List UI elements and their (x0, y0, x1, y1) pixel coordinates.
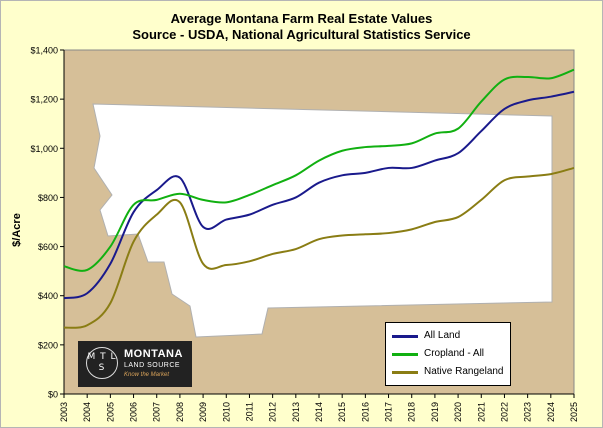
montana-land-source-logo: M T L S MONTANA LAND SOURCE Know the Mar… (78, 341, 192, 387)
x-tick-label: 2013 (291, 402, 301, 422)
logo-sub: LAND SOURCE (124, 362, 181, 369)
montana-map-shape (92, 103, 553, 338)
legend-item-cropland: Cropland - All (392, 347, 508, 361)
x-tick-label: 2006 (129, 402, 139, 422)
x-tick-label: 2003 (59, 402, 69, 422)
x-tick-label: 2015 (337, 402, 347, 422)
x-tick-label: 2010 (221, 402, 231, 422)
y-tick-label: $1,000 (30, 144, 58, 154)
x-tick-label: 2018 (407, 402, 417, 422)
x-tick-label: 2024 (546, 402, 556, 422)
logo-mark: M T L S (86, 347, 118, 379)
x-tick-label: 2016 (360, 402, 370, 422)
x-tick-label: 2011 (244, 402, 254, 421)
logo-name: MONTANA (124, 348, 183, 360)
y-tick-label: $800 (38, 193, 58, 203)
legend-swatch-all-land (392, 335, 418, 338)
y-tick-label: $0 (48, 390, 58, 400)
y-tick-label: $400 (38, 291, 58, 301)
x-tick-label: 2007 (152, 402, 162, 422)
legend-swatch-cropland (392, 353, 418, 356)
legend-item-native-rangeland: Native Rangeland (392, 365, 508, 379)
y-tick-label: $200 (38, 340, 58, 350)
legend-label-all-land: All Land (424, 330, 461, 341)
y-tick-label: $1,400 (30, 46, 58, 56)
x-tick-label: 2017 (384, 402, 394, 422)
y-tick-label: $1,200 (30, 95, 58, 105)
chart-title: Average Montana Farm Real Estate Values (170, 11, 433, 26)
x-tick-label: 2023 (523, 402, 533, 422)
x-tick-label: 2005 (105, 402, 115, 422)
x-tick-label: 2009 (198, 402, 208, 422)
x-tick-label: 2019 (430, 402, 440, 422)
x-tick-label: 2021 (476, 402, 486, 422)
x-tick-label: 2020 (453, 402, 463, 422)
x-tick-label: 2008 (175, 402, 185, 422)
x-tick-label: 2025 (569, 402, 579, 422)
logo-tagline: Know the Market (124, 372, 170, 378)
x-tick-label: 2004 (82, 402, 92, 422)
legend: All Land Cropland - All Native Rangeland (385, 322, 511, 386)
x-tick-label: 2022 (499, 402, 509, 422)
legend-label-native-rangeland: Native Rangeland (424, 366, 504, 377)
chart-subtitle: Source - USDA, National Agricultural Sta… (132, 27, 471, 42)
legend-label-cropland: Cropland - All (424, 348, 485, 359)
x-tick-label: 2014 (314, 402, 324, 422)
y-tick-label: $600 (38, 242, 58, 252)
series-line-native-rangeland (63, 166, 575, 329)
legend-item-all-land: All Land (392, 329, 508, 343)
legend-swatch-native-rangeland (392, 371, 418, 374)
x-tick-label: 2012 (268, 402, 278, 422)
